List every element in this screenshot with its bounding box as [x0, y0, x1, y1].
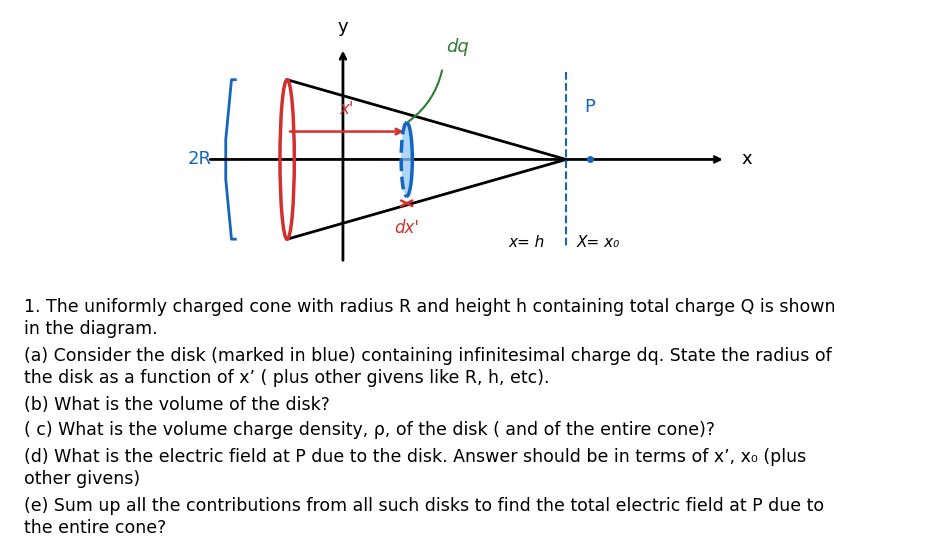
- Text: x: x: [741, 150, 753, 168]
- Text: X= x₀: X= x₀: [576, 235, 620, 250]
- Text: (a) Consider the disk (marked in blue) containing infinitesimal charge dq. State: (a) Consider the disk (marked in blue) c…: [24, 347, 831, 365]
- FancyArrowPatch shape: [409, 70, 442, 121]
- Text: in the diagram.: in the diagram.: [24, 320, 158, 338]
- Text: (e) Sum up all the contributions from all such disks to find the total electric : (e) Sum up all the contributions from al…: [24, 497, 824, 515]
- Text: P: P: [585, 97, 596, 116]
- Text: x= h: x= h: [509, 235, 545, 250]
- Text: (b) What is the volume of the disk?: (b) What is the volume of the disk?: [24, 396, 329, 414]
- Text: y: y: [338, 18, 348, 36]
- Text: x': x': [340, 100, 354, 118]
- Text: 1. The uniformly charged cone with radius R and height h containing total charge: 1. The uniformly charged cone with radiu…: [24, 299, 835, 316]
- Text: dx': dx': [394, 219, 419, 237]
- Text: dq: dq: [447, 38, 470, 56]
- Ellipse shape: [401, 123, 412, 196]
- Text: 2R: 2R: [187, 150, 212, 168]
- Text: other givens): other givens): [24, 470, 140, 488]
- Text: ( c) What is the volume charge density, ρ, of the disk ( and of the entire cone): ( c) What is the volume charge density, …: [24, 421, 715, 439]
- Text: the entire cone?: the entire cone?: [24, 519, 166, 537]
- Text: the disk as a function of x’ ( plus other givens like R, h, etc).: the disk as a function of x’ ( plus othe…: [24, 369, 549, 387]
- Text: (d) What is the electric field at P due to the disk. Answer should be in terms o: (d) What is the electric field at P due …: [24, 448, 806, 466]
